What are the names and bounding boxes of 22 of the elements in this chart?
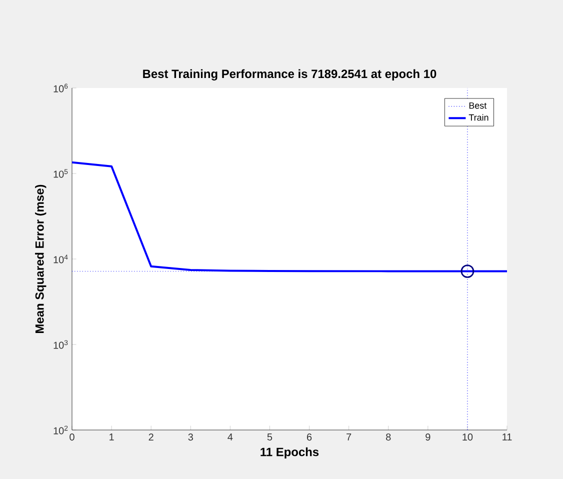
x-tick-label: 2 <box>148 434 154 440</box>
x-tick-label: 0 <box>70 434 74 441</box>
x-tick-label: 9 <box>426 434 430 441</box>
y-tick-label: 10$^{4}$ <box>54 254 68 264</box>
x-tick-label: 8 <box>386 434 391 441</box>
legend-label: Train <box>468 114 488 121</box>
y-axis-title: Mean Squared Error (mse) <box>35 184 46 333</box>
y-tick-label: 10$^{5}$ <box>54 169 68 178</box>
y-tick-label: 10$^{3}$ <box>54 340 68 349</box>
x-tick-label: 11 <box>502 434 512 440</box>
y-tick-label: 10$^{2}$ <box>54 426 68 434</box>
ref-line-label: Best <box>469 102 487 109</box>
x-axis-title: 11 Epochs <box>260 447 319 459</box>
x-tick-label: 6 <box>307 434 312 441</box>
y-tick-label: 10$^{6}$ <box>54 84 68 92</box>
x-tick-label: 10 <box>462 434 473 441</box>
x-tick-label: 4 <box>228 434 233 440</box>
x-tick-label: 5 <box>267 434 272 440</box>
x-tick-label: 3 <box>188 434 193 441</box>
chart-title: Best Training Performance is 7189.2541 at epoch 10 <box>143 69 436 80</box>
x-tick-label: 1 <box>110 434 114 440</box>
x-tick-label: 7 <box>346 434 352 440</box>
